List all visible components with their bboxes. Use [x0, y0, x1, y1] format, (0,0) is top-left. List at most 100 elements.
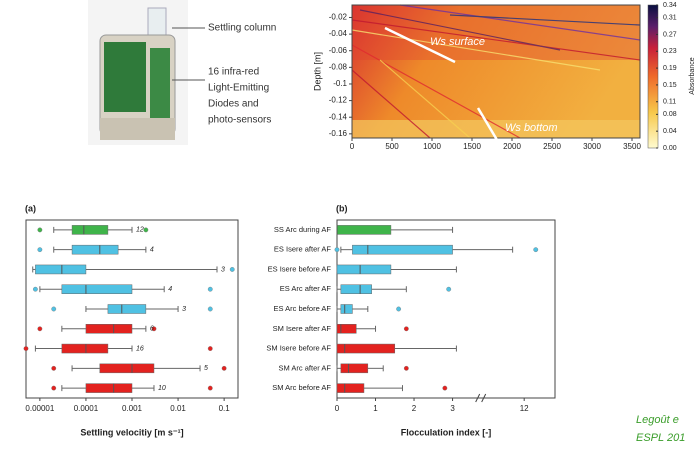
flier [207, 286, 213, 292]
y-tick-label: -0.16 [329, 129, 348, 138]
y-axis-label: Depth [m] [312, 52, 322, 91]
device-photo [88, 0, 205, 145]
colorbar-tick-label: 0.23 [663, 48, 677, 55]
photo-label: 16 infra-red [208, 67, 259, 78]
category-label: SM Isere before AF [266, 344, 331, 353]
box [336, 324, 357, 334]
count-label: 10 [158, 385, 166, 392]
flier [51, 385, 57, 391]
colorbar-tick-label: 0.19 [663, 65, 677, 72]
x-tick-label: 3500 [623, 142, 641, 151]
colorbar-tick-label: 0.34 [663, 2, 677, 9]
flier [403, 365, 409, 371]
flier [51, 306, 57, 312]
colorbar-label: Absorbance [689, 57, 696, 94]
colorbar-tick-label: 0.11 [663, 99, 676, 106]
panel-label: (b) [336, 203, 348, 213]
flier [221, 365, 227, 371]
box [99, 363, 155, 374]
flier [207, 306, 213, 312]
y-tick-label: -0.08 [329, 62, 348, 71]
heatmap-image [351, 4, 659, 151]
count-label: 3 [221, 266, 225, 273]
x-tick-label: 2500 [543, 142, 561, 151]
box [61, 284, 133, 294]
colorbar-tick-label: 0.00 [663, 145, 677, 152]
flier [143, 227, 149, 233]
box [352, 244, 453, 255]
x-tick-label: 3000 [583, 142, 601, 151]
flier [33, 286, 38, 292]
y-tick-label: -0.02 [329, 13, 348, 22]
box [340, 284, 372, 294]
box [85, 383, 133, 393]
box [71, 225, 109, 235]
count-label: 16 [136, 345, 144, 352]
box [71, 244, 119, 255]
colorbar-tick-label: 0.27 [663, 31, 677, 38]
flier [396, 306, 402, 312]
flier [37, 247, 43, 253]
flier [446, 286, 452, 292]
colorbar-tick-label: 0.31 [663, 14, 677, 21]
colorbar-tick-label: 0.08 [663, 111, 677, 118]
x-tick-label: 0 [335, 404, 340, 413]
flier [207, 346, 213, 351]
flier [229, 267, 235, 272]
x-tick-label: 0.00001 [25, 404, 54, 413]
box [336, 264, 392, 275]
y-tick-label: -0.1 [333, 79, 347, 88]
panel-label: (a) [25, 203, 36, 213]
x-tick-label: 12 [520, 404, 529, 413]
x-tick-label: 2 [412, 404, 417, 413]
flier [37, 227, 43, 233]
box [61, 343, 109, 354]
category-label: ES Isere before AF [268, 264, 332, 273]
flier [207, 385, 213, 391]
x-tick-label: 3 [450, 404, 455, 413]
category-label: ES Isere after AF [274, 245, 332, 254]
box [340, 304, 353, 314]
y-tick-label: -0.12 [329, 96, 348, 105]
category-label: SS Arc during AF [274, 225, 332, 234]
flier [533, 247, 539, 253]
photo-label: photo-sensors [208, 115, 271, 126]
x-axis-label: Settling velocitiy [m s⁻¹] [80, 427, 183, 437]
y-tick-label: -0.06 [329, 46, 348, 55]
y-tick-label: -0.14 [329, 112, 348, 121]
flier [334, 247, 340, 253]
x-axis-label: Flocculation index [-] [401, 427, 492, 437]
box [336, 343, 396, 354]
photo-label: Settling column [208, 23, 276, 34]
box [85, 324, 133, 334]
box [336, 383, 365, 393]
colorbar-tick-label: 0.04 [663, 128, 677, 135]
count-label: 4 [168, 286, 172, 293]
count-label: 6 [150, 326, 154, 333]
x-tick-label: 0 [350, 142, 355, 151]
category-label: ES Arc before AF [273, 304, 331, 313]
flier [403, 326, 409, 332]
category-label: SM Arc before AF [272, 383, 331, 392]
x-tick-label: 500 [385, 142, 399, 151]
count-label: 12 [136, 227, 144, 234]
flier [37, 326, 43, 332]
category-label: SM Arc after AF [278, 363, 331, 372]
x-tick-label: 0.01 [170, 404, 186, 413]
flier [442, 385, 448, 391]
x-tick-label: 0.001 [122, 404, 143, 413]
x-tick-label: 1000 [423, 142, 441, 151]
flier [23, 346, 29, 351]
count-label: 3 [182, 306, 186, 313]
box [340, 363, 369, 374]
y-tick-label: -0.04 [329, 29, 348, 38]
x-tick-label: 2000 [503, 142, 521, 151]
x-tick-label: 1500 [463, 142, 481, 151]
box [35, 264, 87, 275]
x-tick-label: 0.0001 [74, 404, 99, 413]
flier [151, 326, 157, 332]
photo-label: Light-Emitting [208, 83, 269, 94]
count-label: 5 [204, 365, 208, 372]
x-tick-label: 0.1 [219, 404, 231, 413]
